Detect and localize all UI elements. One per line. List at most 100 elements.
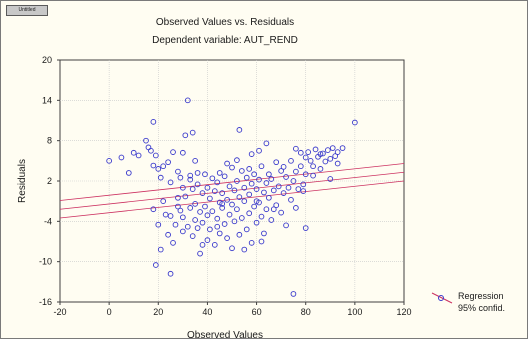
data-point xyxy=(293,205,299,211)
data-point xyxy=(187,172,194,179)
y-tick-label: 2 xyxy=(47,176,52,186)
data-point xyxy=(273,202,280,209)
data-point xyxy=(256,147,262,154)
data-point xyxy=(302,154,309,161)
data-point xyxy=(229,164,235,171)
data-point xyxy=(118,154,125,161)
x-tick-label: 120 xyxy=(396,307,411,317)
window-tab[interactable]: Untitled xyxy=(6,5,48,16)
data-point xyxy=(143,137,149,144)
data-point xyxy=(302,171,309,178)
data-point xyxy=(224,160,230,167)
data-point xyxy=(334,149,341,155)
y-tick-label: 8 xyxy=(47,136,52,146)
data-point xyxy=(148,147,154,154)
data-point xyxy=(270,206,277,213)
data-point xyxy=(261,230,267,237)
data-point xyxy=(152,262,159,268)
data-point xyxy=(256,176,262,183)
data-point xyxy=(184,223,191,230)
data-point xyxy=(199,219,206,226)
data-point xyxy=(253,186,260,192)
data-point xyxy=(192,157,198,164)
data-point xyxy=(162,211,169,218)
data-point xyxy=(258,163,265,170)
data-point xyxy=(243,174,250,181)
data-point xyxy=(187,176,194,183)
data-point xyxy=(283,222,289,229)
data-point xyxy=(150,206,157,213)
x-tick-label: 20 xyxy=(153,307,163,317)
data-point xyxy=(322,158,329,165)
data-point xyxy=(216,170,223,176)
data-point xyxy=(329,145,336,151)
data-point xyxy=(251,203,257,210)
data-point xyxy=(297,149,304,156)
data-point xyxy=(167,213,174,219)
data-point xyxy=(219,201,226,207)
data-point xyxy=(280,190,287,196)
data-point xyxy=(214,215,221,222)
data-point xyxy=(155,166,162,172)
data-point xyxy=(175,194,181,201)
data-point xyxy=(175,168,181,175)
data-point xyxy=(229,201,235,208)
data-point xyxy=(266,194,272,201)
data-point xyxy=(231,187,238,194)
data-point xyxy=(194,225,201,231)
data-point xyxy=(234,157,240,164)
data-point xyxy=(207,195,213,202)
data-point xyxy=(300,188,307,194)
y-axis-ticks: -16 -10 -4 2 8 14 20 xyxy=(39,55,60,307)
x-tick-label: -20 xyxy=(53,307,66,317)
data-point xyxy=(219,190,226,196)
data-point xyxy=(241,246,248,253)
data-point xyxy=(238,215,245,221)
data-point xyxy=(184,97,191,104)
data-point xyxy=(243,226,250,233)
x-tick-label: 0 xyxy=(107,307,112,317)
data-point xyxy=(202,203,208,210)
data-points xyxy=(106,97,358,297)
data-point xyxy=(320,150,326,157)
data-point xyxy=(268,176,275,182)
data-point xyxy=(241,198,248,205)
data-point xyxy=(197,209,203,215)
data-point xyxy=(150,162,157,169)
data-point xyxy=(285,184,292,191)
data-point xyxy=(312,146,319,153)
data-point xyxy=(106,157,112,164)
data-point xyxy=(253,198,260,205)
data-point xyxy=(130,149,137,156)
data-point xyxy=(246,210,253,217)
data-point xyxy=(209,175,216,182)
data-point xyxy=(258,238,265,245)
data-point xyxy=(332,153,339,159)
data-point xyxy=(310,163,316,170)
legend-point-icon xyxy=(438,295,444,301)
data-point xyxy=(157,174,164,181)
data-point xyxy=(263,140,270,147)
data-point xyxy=(192,201,198,207)
data-point xyxy=(261,189,267,196)
data-point xyxy=(177,174,184,181)
data-point xyxy=(177,207,184,214)
data-point xyxy=(180,149,186,156)
data-point xyxy=(182,132,189,139)
data-point xyxy=(125,170,132,176)
data-point xyxy=(219,205,226,211)
x-tick-label: 60 xyxy=(252,307,262,317)
data-point xyxy=(204,184,211,191)
data-point xyxy=(253,219,260,226)
data-point xyxy=(248,151,255,157)
data-point xyxy=(199,242,206,248)
data-point xyxy=(207,226,213,233)
data-point xyxy=(221,173,228,180)
data-point xyxy=(246,166,253,172)
data-point xyxy=(226,183,233,190)
data-point xyxy=(248,180,255,187)
confidence-upper-line xyxy=(59,163,405,201)
data-point xyxy=(221,221,228,227)
x-tick-label: 80 xyxy=(301,307,311,317)
data-point xyxy=(170,149,176,155)
